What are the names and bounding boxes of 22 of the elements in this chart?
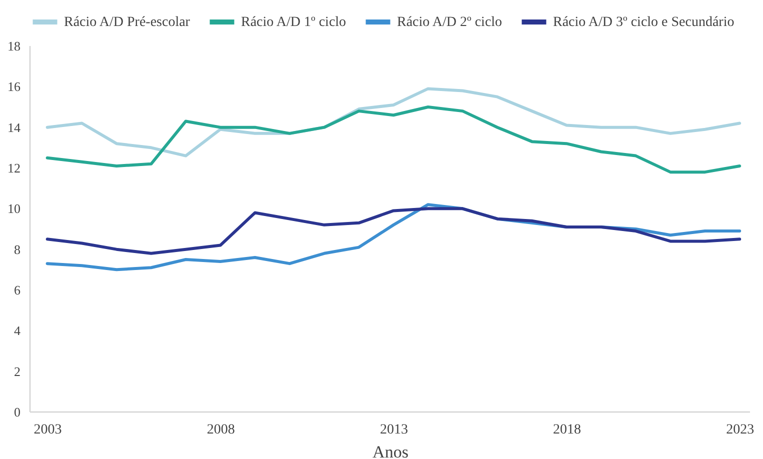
y-tick-label: 14 — [8, 120, 21, 135]
legend-label: Rácio A/D 2º ciclo — [397, 15, 502, 30]
y-tick-label: 6 — [14, 282, 21, 298]
y-tick-label: 0 — [14, 404, 20, 420]
x-tick-label: 2013 — [380, 422, 408, 438]
y-tick-label: 8 — [14, 242, 20, 257]
x-tick-label: 2003 — [34, 422, 62, 438]
line-series — [46, 106, 742, 174]
y-tick-label: 16 — [8, 79, 21, 94]
y-tick-label: 18 — [8, 38, 20, 54]
legend-label: Rácio A/D 1º ciclo — [241, 15, 346, 30]
x-tick-label: 2018 — [553, 422, 582, 438]
x-tick-label: 2023 — [726, 422, 754, 438]
line-series — [46, 207, 742, 255]
y-tick-label: 2 — [14, 364, 20, 379]
x-axis-title: Anos — [372, 442, 408, 459]
legend-label: Rácio A/D 3º ciclo e Secundário — [553, 15, 734, 30]
y-tick-label: 12 — [8, 160, 20, 176]
legend-label: Rácio A/D Pré-escolar — [64, 15, 190, 30]
y-tick-label: 4 — [14, 323, 21, 338]
y-tick-label: 10 — [8, 201, 20, 216]
x-tick-label: 2008 — [206, 422, 235, 438]
